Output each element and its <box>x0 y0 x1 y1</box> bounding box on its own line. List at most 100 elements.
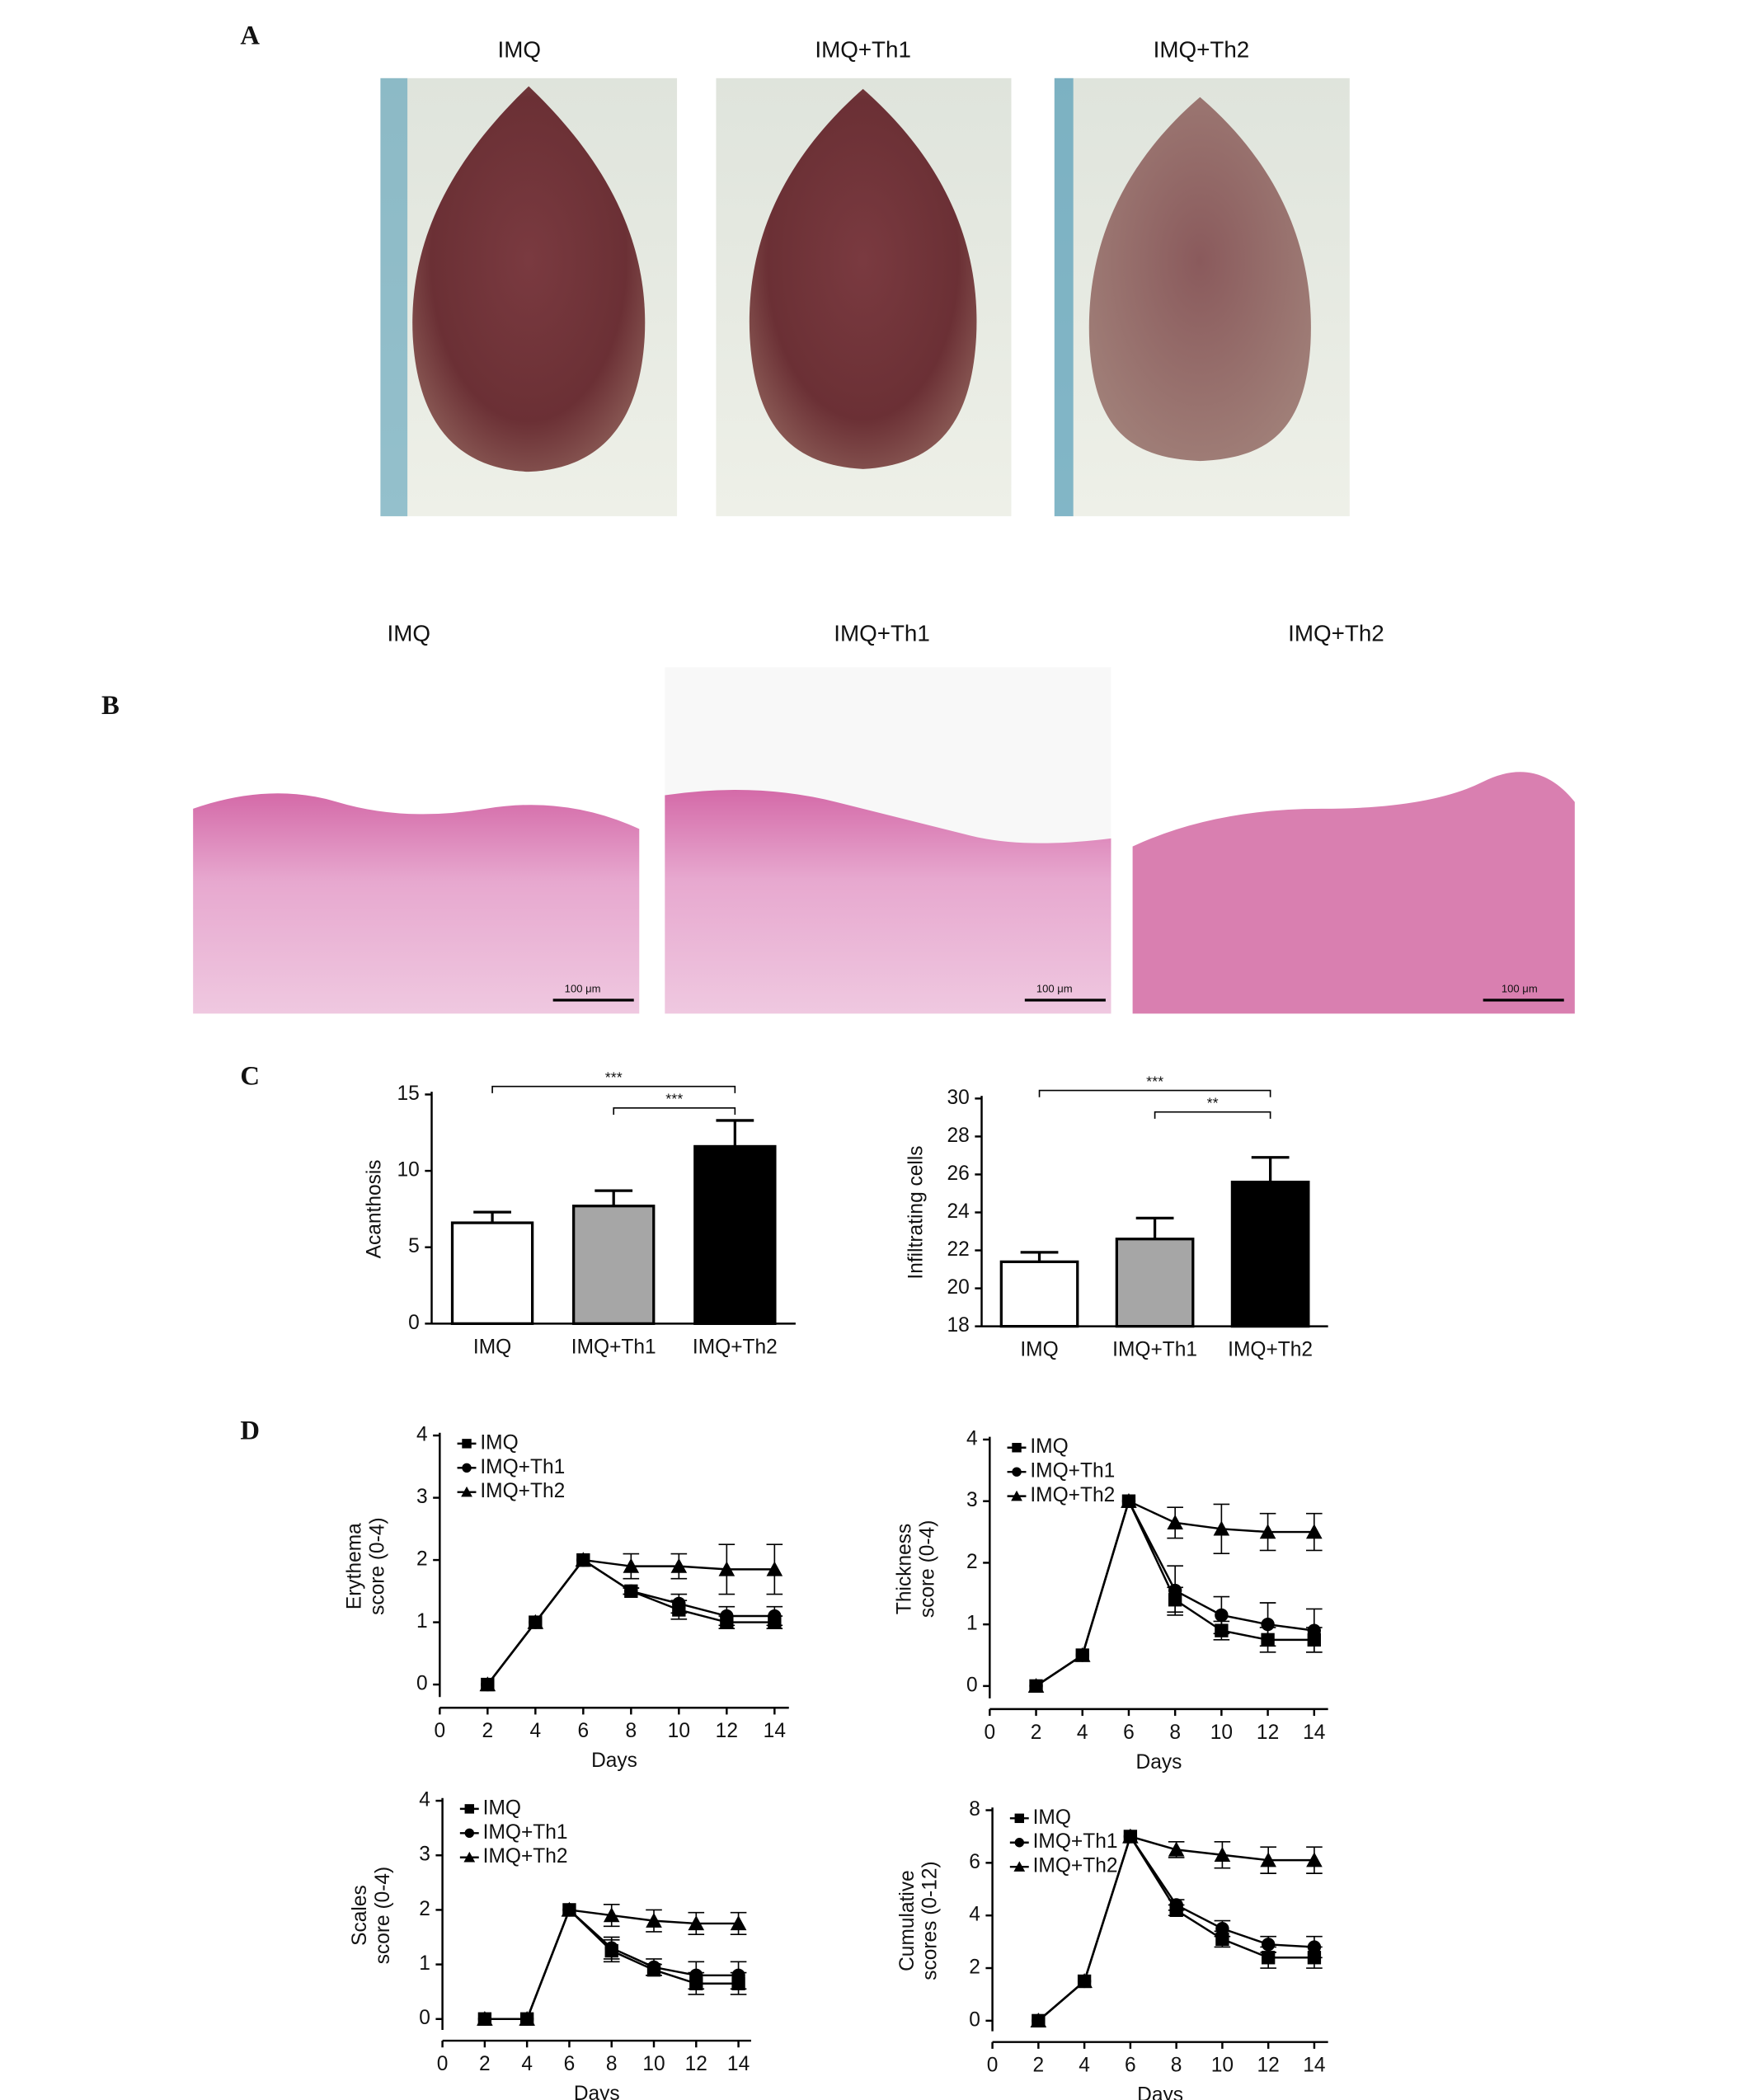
x-tick-label: 2 <box>1031 1722 1042 1744</box>
y-tick-label: 1 <box>416 1610 428 1633</box>
x-tick-label: IMQ+Th1 <box>571 1336 656 1358</box>
photo-title: IMQ+Th2 <box>1288 620 1384 646</box>
y-tick-label: 28 <box>947 1125 970 1147</box>
significance-bracket <box>1154 1111 1271 1119</box>
bar <box>572 1205 656 1325</box>
y-tick-label: 4 <box>416 1424 428 1446</box>
marker <box>561 1901 578 1917</box>
x-tick-label: 10 <box>668 1720 690 1742</box>
x-tick-label: 4 <box>1079 2055 1090 2077</box>
marker <box>1261 1938 1276 1952</box>
bar <box>1230 1181 1310 1328</box>
panel-label: B <box>101 691 120 721</box>
marker <box>1076 1973 1093 1989</box>
x-tick-label: 2 <box>482 1720 494 1742</box>
x-tick-label: 14 <box>1303 2055 1325 2077</box>
legend-label: IMQ+Th1 <box>480 1456 565 1478</box>
x-tick-label: 2 <box>479 2053 491 2075</box>
x-tick-label: 6 <box>1125 2055 1136 2077</box>
y-axis-label: Infiltrating cells <box>905 1145 928 1279</box>
x-tick-label: 4 <box>521 2053 533 2075</box>
x-tick-label: 8 <box>1169 1722 1181 1744</box>
x-tick-label: 8 <box>1171 2055 1182 2077</box>
y-tick-label: 0 <box>969 2008 980 2031</box>
x-axis-label: Days <box>1137 2084 1183 2100</box>
panel-label: C <box>240 1061 260 1091</box>
skin-patch <box>412 86 646 472</box>
y-tick-label: 0 <box>966 1674 978 1696</box>
legend-marker <box>464 1828 475 1839</box>
y-tick-label: 2 <box>416 1548 428 1571</box>
legend-marker <box>1012 1443 1022 1453</box>
x-tick-label: 6 <box>578 1720 590 1742</box>
y-tick-label: 2 <box>969 1957 980 1979</box>
photos-b: 100 μm 100 μm 100 μm <box>193 667 1575 1014</box>
marker <box>766 1561 783 1576</box>
y-tick-label: 10 <box>397 1159 420 1182</box>
marker <box>1027 1678 1045 1694</box>
y-tick-label: 26 <box>947 1163 970 1185</box>
legend-label: IMQ+Th2 <box>480 1480 565 1502</box>
x-tick-label: 4 <box>530 1720 542 1742</box>
marker <box>1215 1932 1229 1947</box>
legend-label: IMQ <box>483 1797 521 1819</box>
marker <box>670 1557 688 1573</box>
legend-marker <box>464 1804 475 1814</box>
y-tick-label: 1 <box>966 1613 978 1635</box>
y-tick-label: 20 <box>947 1276 970 1299</box>
legend-marker <box>462 1463 472 1473</box>
photos-a <box>380 78 1350 517</box>
x-tick-label: 0 <box>437 2053 449 2075</box>
legend-label: IMQ+Th2 <box>1030 1484 1115 1506</box>
marker <box>1305 1524 1323 1539</box>
y-axis-label: score (0-4) <box>372 1867 394 1965</box>
y-axis-label: Cumulative <box>896 1870 919 1971</box>
x-tick-label: IMQ <box>1020 1339 1058 1361</box>
x-tick-label: 12 <box>1257 2055 1280 2077</box>
bar <box>693 1144 777 1325</box>
y-tick-label: 24 <box>947 1200 970 1223</box>
marker <box>479 1676 496 1692</box>
y-tick-label: 2 <box>419 1898 430 1920</box>
legend-label: IMQ <box>1030 1435 1068 1458</box>
x-tick-label: 14 <box>1303 1722 1325 1744</box>
marker <box>1168 1583 1182 1598</box>
significance-bracket <box>1038 1089 1271 1097</box>
y-tick-label: 3 <box>419 1844 430 1866</box>
x-axis-label: Days <box>1136 1751 1182 1773</box>
marker <box>1167 1515 1183 1530</box>
panel-label: A <box>240 21 260 50</box>
x-tick-label: IMQ+Th1 <box>1112 1339 1197 1361</box>
marker <box>623 1557 640 1573</box>
marker <box>1122 1828 1139 1844</box>
significance-label: *** <box>1146 1073 1163 1089</box>
y-tick-label: 2 <box>966 1551 978 1573</box>
legend-marker <box>1014 1813 1025 1824</box>
marker <box>519 2010 535 2026</box>
y-axis-label: Scales <box>349 1885 371 1946</box>
marker <box>477 2010 493 2026</box>
marker <box>1259 1524 1276 1539</box>
tissue <box>665 789 1111 1014</box>
marker <box>1261 1617 1275 1632</box>
marker <box>1261 1951 1276 1965</box>
legend-label: IMQ+Th1 <box>1033 1830 1118 1853</box>
marker <box>1030 2013 1047 2028</box>
marker <box>1214 1846 1231 1862</box>
x-tick-label: IMQ <box>473 1336 511 1358</box>
legend-label: IMQ+Th1 <box>1030 1460 1115 1482</box>
scale-bar-label: 100 μm <box>1036 982 1073 994</box>
x-tick-label: 0 <box>435 1720 446 1742</box>
x-tick-label: 2 <box>1033 2055 1045 2077</box>
marker <box>646 1960 661 1975</box>
y-tick-label: 1 <box>419 1952 430 1975</box>
significance-label: *** <box>605 1069 623 1086</box>
panel-label: D <box>240 1416 260 1445</box>
marker <box>575 1552 592 1567</box>
skin-patch <box>749 88 977 469</box>
x-tick-label: 12 <box>716 1720 738 1742</box>
x-tick-label: 6 <box>1123 1722 1135 1744</box>
x-tick-label: 8 <box>606 2053 618 2075</box>
x-tick-label: 10 <box>642 2053 665 2075</box>
marker <box>1307 1940 1322 1954</box>
